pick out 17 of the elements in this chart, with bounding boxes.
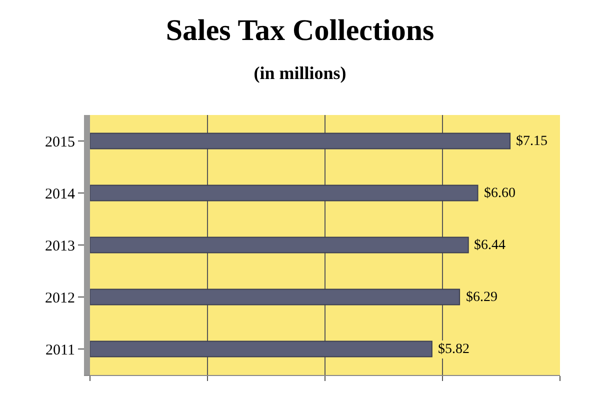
data-label: $6.44	[474, 238, 506, 253]
y-tick-label: 2011	[46, 342, 75, 358]
bar	[90, 288, 460, 306]
y-tick-label: 2015	[45, 134, 75, 150]
data-label: $7.15	[516, 134, 548, 149]
bar	[90, 184, 478, 202]
data-label: $6.60	[484, 186, 516, 201]
bar	[90, 132, 511, 150]
chart-title: Sales Tax Collections	[166, 14, 434, 47]
chart-subtitle: (in millions)	[254, 63, 346, 83]
y-tick-label: 2013	[45, 238, 75, 254]
y-tick-label: 2014	[45, 186, 76, 202]
y-tick-label: 2012	[45, 290, 75, 306]
bar	[90, 236, 469, 254]
bar	[90, 340, 432, 358]
data-label: $6.29	[466, 290, 498, 305]
data-label: $5.82	[438, 342, 470, 357]
